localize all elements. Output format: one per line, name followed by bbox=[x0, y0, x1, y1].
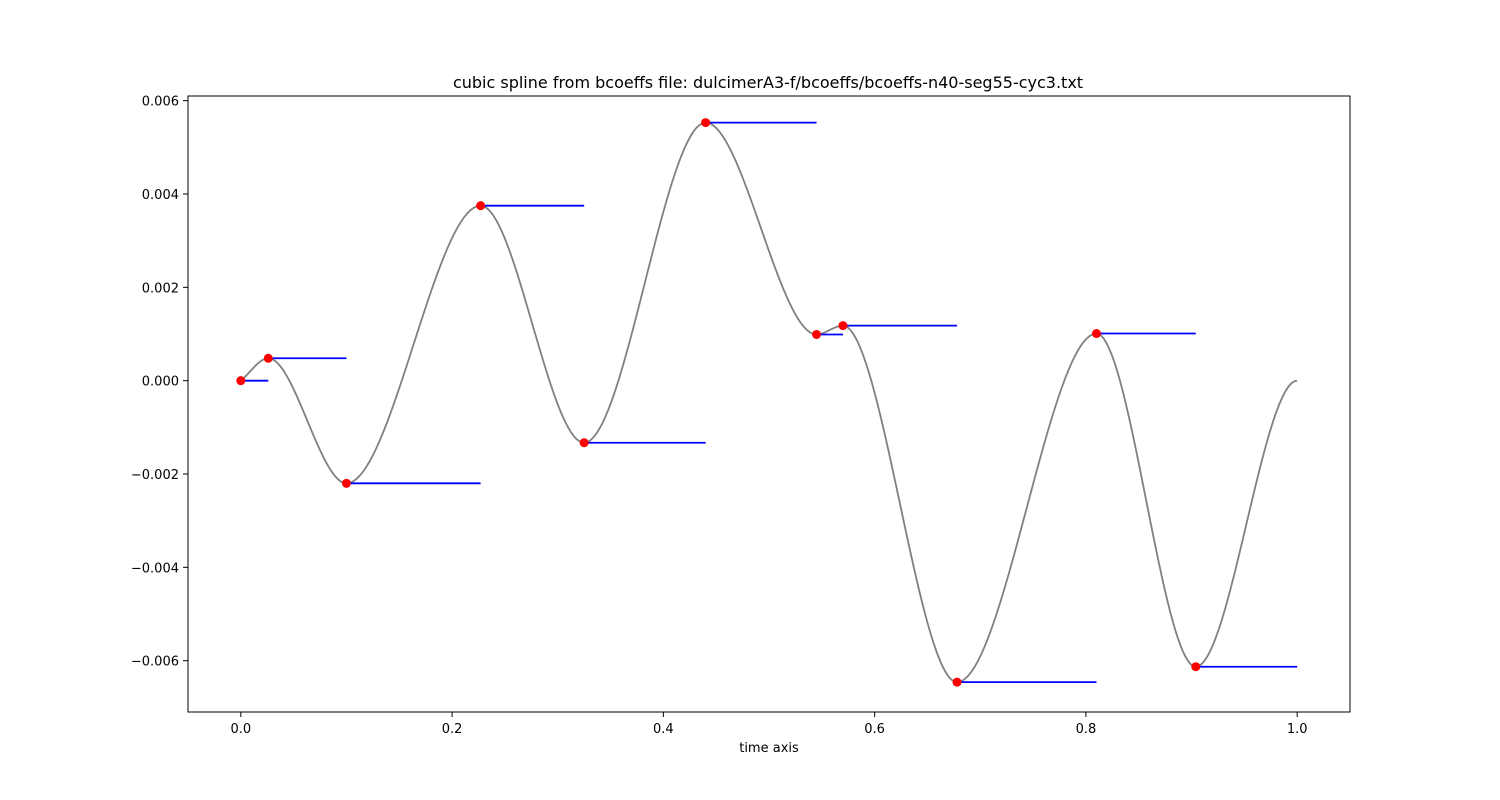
y-tick-label: 0.004 bbox=[142, 188, 179, 203]
y-tick-label: −0.002 bbox=[131, 468, 179, 483]
y-tick-label: −0.006 bbox=[131, 655, 179, 670]
x-axis-label: time axis bbox=[739, 741, 799, 756]
chart-title: cubic spline from bcoeffs file: dulcimer… bbox=[453, 73, 1083, 92]
knot-point-7 bbox=[838, 321, 848, 331]
knot-point-1 bbox=[263, 353, 273, 363]
x-tick-label: 0.2 bbox=[442, 722, 463, 737]
x-tick-label: 1.0 bbox=[1287, 722, 1308, 737]
x-tick-label: 0.8 bbox=[1076, 722, 1097, 737]
knot-point-9 bbox=[1091, 329, 1101, 339]
knot-point-0 bbox=[236, 376, 246, 386]
knot-point-6 bbox=[812, 329, 822, 339]
plot-area bbox=[236, 118, 1298, 687]
y-axis: 0.006 0.004 0.002 0.000 −0.002 −0.004 −0.006 bbox=[131, 95, 188, 670]
knot-point-2 bbox=[341, 478, 351, 488]
knot-point-3 bbox=[476, 201, 486, 211]
x-tick-label: 0.6 bbox=[864, 722, 885, 737]
knot-point-10 bbox=[1191, 662, 1201, 672]
y-tick-label: 0.002 bbox=[142, 281, 179, 296]
plot-frame bbox=[187, 95, 1351, 713]
spline-curve bbox=[240, 121, 1298, 684]
knot-point-5 bbox=[701, 118, 711, 128]
y-tick-label: 0.000 bbox=[142, 375, 179, 390]
x-tick-label: 0.0 bbox=[230, 722, 251, 737]
y-tick-label: 0.006 bbox=[142, 95, 179, 110]
y-tick-label: −0.004 bbox=[131, 561, 179, 576]
knot-point-4 bbox=[579, 438, 589, 448]
x-tick-label: 0.4 bbox=[653, 722, 674, 737]
x-axis: 0.0 0.2 0.4 0.6 0.8 1.0 bbox=[230, 712, 1308, 737]
knot-point-8 bbox=[952, 677, 962, 687]
